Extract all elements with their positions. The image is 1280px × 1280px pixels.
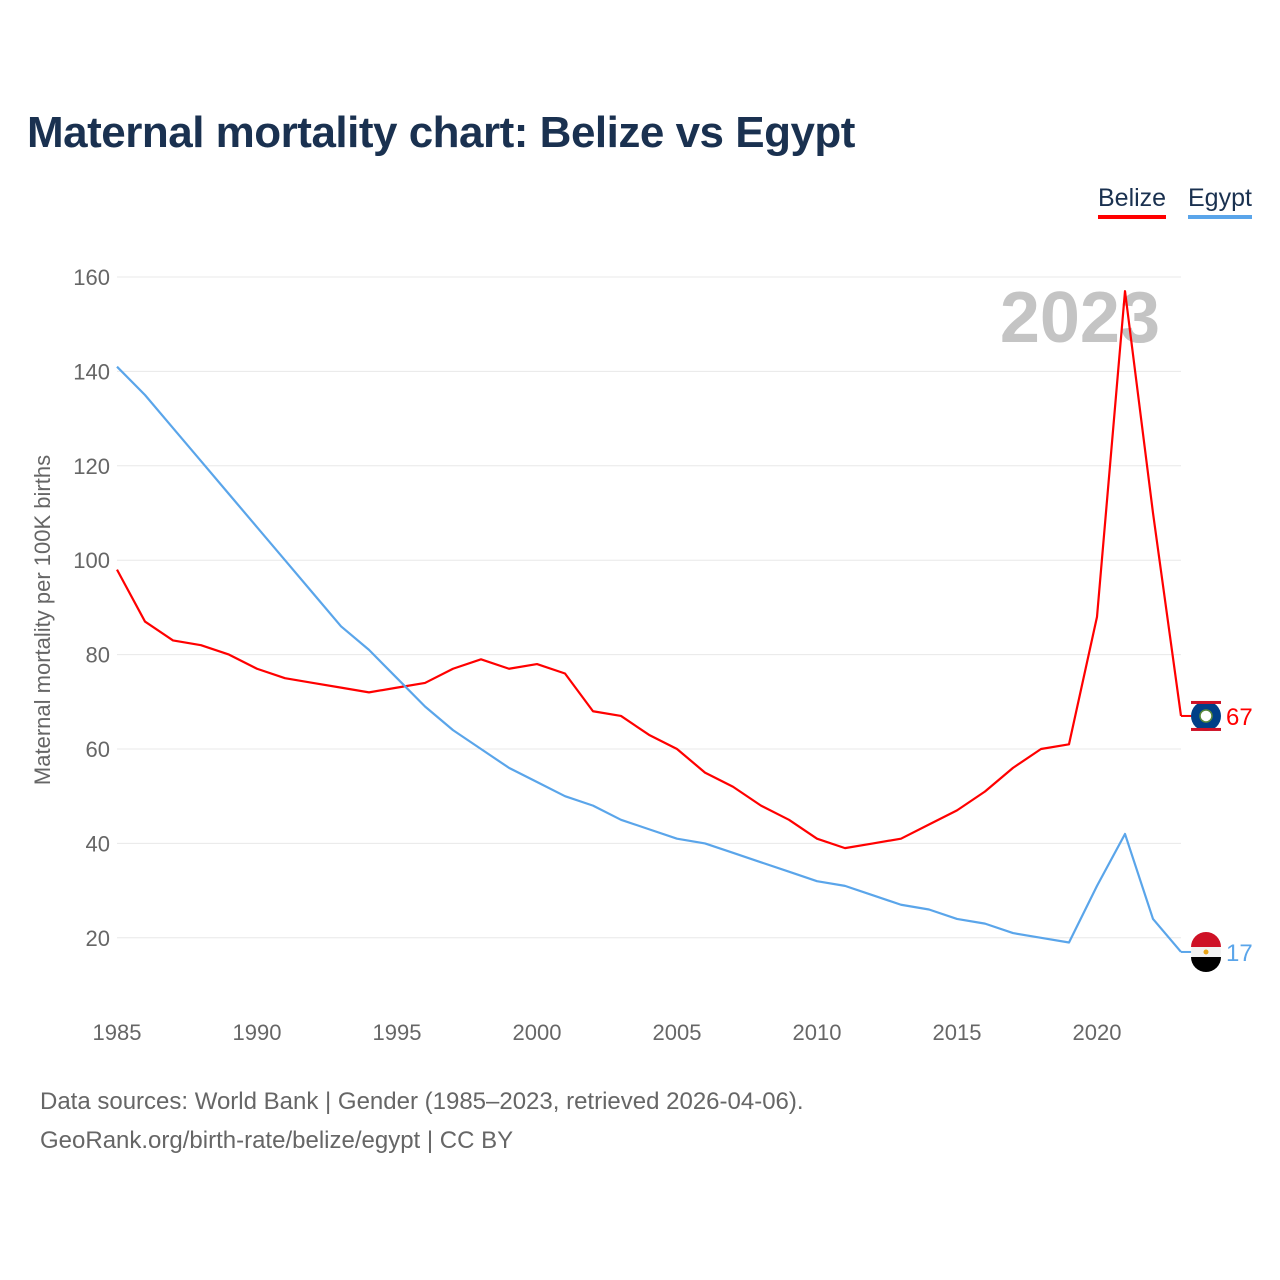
x-tick-label: 1990 [233, 1020, 282, 1045]
y-tick-label: 20 [86, 926, 110, 951]
x-tick-label: 1995 [373, 1020, 422, 1045]
source-text: Data sources: World Bank | Gender (1985–… [40, 1088, 804, 1115]
egypt-flag-eagle [1203, 949, 1209, 955]
y-tick-label: 40 [86, 831, 110, 856]
year-watermark: 2023 [1000, 278, 1160, 358]
belize-flag-stripe [1191, 700, 1221, 704]
y-tick-label: 160 [73, 265, 110, 290]
egypt-flag-black [1191, 956, 1221, 972]
source-link[interactable]: GeoRank.org/birth-rate/belize/egypt | CC… [40, 1127, 514, 1154]
x-tick-label: 2015 [933, 1020, 982, 1045]
y-tick-label: 60 [86, 737, 110, 762]
series-line-egypt [116, 365, 1182, 953]
end-value-label: 67 [1226, 704, 1253, 731]
end-value-label: 17 [1226, 940, 1253, 967]
series-line-belize [116, 290, 1183, 850]
x-tick-label: 1985 [93, 1020, 142, 1045]
y-tick-label: 120 [73, 454, 110, 479]
y-tick-label: 140 [73, 359, 110, 384]
legend-egypt[interactable]: Egypt [1188, 184, 1252, 219]
x-tick-label: 2010 [793, 1020, 842, 1045]
y-tick-label: 80 [86, 643, 110, 668]
x-tick-label: 2005 [653, 1020, 702, 1045]
y-tick-label: 100 [73, 548, 110, 573]
belize-flag-stripe [1191, 727, 1221, 731]
chart-title: Maternal mortality chart: Belize vs Egyp… [27, 108, 855, 157]
belize-flag-emblem [1199, 709, 1213, 723]
legend-belize[interactable]: Belize [1098, 184, 1167, 219]
egypt-flag-red [1191, 931, 1221, 947]
x-tick-label: 2000 [513, 1020, 562, 1045]
y-axis-label: Maternal mortality per 100K births [30, 455, 55, 785]
x-tick-label: 2020 [1073, 1020, 1122, 1045]
